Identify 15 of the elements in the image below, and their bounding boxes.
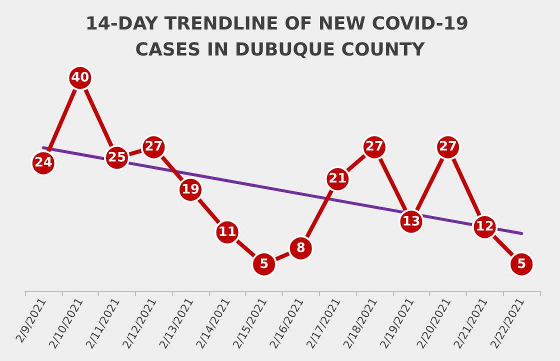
data-label: 27: [438, 140, 458, 155]
data-label: 5: [260, 256, 269, 272]
chart-title: 14-DAY TRENDLINE OF NEW COVID-19 CASES IN DUBUQUE COUNTY: [85, 14, 475, 60]
data-label: 40: [71, 70, 90, 86]
data-label: 5: [517, 256, 526, 272]
data-label: 19: [181, 182, 200, 198]
data-label: 21: [328, 172, 347, 187]
data-label: 11: [218, 224, 236, 240]
data-label: 24: [34, 156, 52, 171]
data-label: 25: [108, 150, 126, 166]
data-label: 13: [402, 214, 420, 230]
data-label: 12: [476, 220, 494, 235]
data-label: 27: [365, 140, 384, 155]
data-label: 8: [296, 240, 306, 256]
data-label: 27: [144, 140, 163, 155]
